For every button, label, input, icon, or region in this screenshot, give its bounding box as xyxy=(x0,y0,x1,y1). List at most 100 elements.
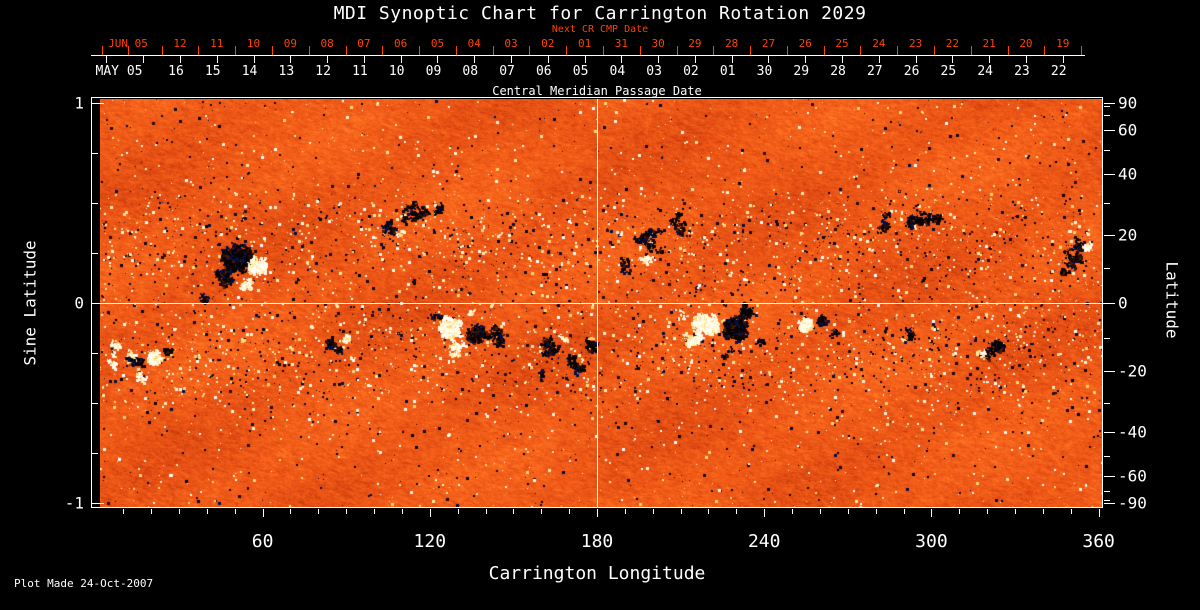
cmp-tick xyxy=(878,55,880,63)
right-axis-tick-label: 90 xyxy=(1118,93,1138,113)
right-axis-tick xyxy=(1104,174,1115,176)
date-axis-line xyxy=(91,55,1085,56)
cmp-tick xyxy=(621,55,623,63)
next-cr-day-label: 30 xyxy=(651,37,665,50)
cmp-tick xyxy=(253,55,255,63)
bottom-axis-minor-tick xyxy=(151,509,153,514)
bottom-axis-minor-tick xyxy=(652,509,654,514)
left-axis-title: Sine Latitude xyxy=(20,240,40,366)
cmp-tick xyxy=(768,55,770,63)
cmp-tick xyxy=(1062,55,1064,63)
cmp-day-label: 25 xyxy=(940,64,957,79)
left-axis-tick-label: -1 xyxy=(64,493,84,513)
next-cr-day-label: 27 xyxy=(761,37,776,50)
bottom-axis-tick xyxy=(764,509,766,517)
left-axis-minor-tick xyxy=(92,203,98,204)
bottom-axis-minor-tick xyxy=(318,509,320,514)
cmp-day-label: 09 xyxy=(425,64,442,79)
next-cr-tick xyxy=(786,46,788,55)
next-cr-tick xyxy=(860,46,862,55)
right-axis-tick xyxy=(1104,503,1115,504)
cmp-tick xyxy=(180,55,181,63)
left-axis-minor-tick xyxy=(92,453,98,454)
cmp-tick xyxy=(915,55,917,63)
cmp-day-label: 08 xyxy=(462,64,479,79)
bottom-axis-minor-tick xyxy=(1070,509,1072,514)
left-axis-minor-tick xyxy=(92,253,98,254)
right-axis-tick-label: -20 xyxy=(1118,361,1147,381)
right-axis-minor-tick xyxy=(1104,490,1110,492)
next-cr-day-label: 09 xyxy=(283,37,297,50)
next-cr-tick xyxy=(1081,46,1083,55)
next-cr-day-label: 31 xyxy=(614,37,628,50)
cmp-tick xyxy=(842,55,844,63)
next-cr-day-label: 28 xyxy=(725,37,739,50)
cmp-day-label: 07 xyxy=(499,64,515,79)
bottom-axis-minor-tick xyxy=(234,509,236,514)
left-axis-minor-tick xyxy=(92,153,98,154)
bottom-axis-minor-tick xyxy=(401,509,403,514)
next-cr-day-label: 01 xyxy=(577,37,592,50)
right-axis-minor-tick xyxy=(1104,456,1110,458)
plot-box-border xyxy=(91,97,1103,508)
next-cr-tick xyxy=(419,46,421,55)
next-cr-day-label: 26 xyxy=(798,37,812,50)
bottom-axis-minor-tick xyxy=(513,509,515,514)
cmp-tick xyxy=(731,55,733,63)
cmp-tick xyxy=(327,55,329,63)
cmp-tick xyxy=(143,55,145,63)
bottom-axis-minor-tick xyxy=(123,509,125,514)
next-cr-tick xyxy=(271,46,273,55)
left-axis-minor-tick xyxy=(92,403,98,404)
next-cr-day-label: 20 xyxy=(1019,37,1033,50)
cmp-day-label: 13 xyxy=(278,64,295,79)
next-cr-tick xyxy=(128,46,130,55)
bottom-axis-minor-tick xyxy=(1015,509,1016,514)
cmp-day-label: 22 xyxy=(1050,64,1067,79)
plot-made-note: Plot Made 24-Oct-2007 xyxy=(14,577,154,590)
cmp-tick xyxy=(952,55,954,63)
next-cr-day-label: 06 xyxy=(394,37,408,50)
cmp-tick xyxy=(658,55,660,63)
left-axis-tick-label: 1 xyxy=(74,93,84,113)
right-axis-tick xyxy=(1104,476,1115,478)
right-axis-minor-tick xyxy=(1104,268,1110,270)
top-axis-label: Central Meridian Passage Date xyxy=(492,84,702,98)
bottom-axis-minor-tick xyxy=(875,509,877,514)
bottom-axis-minor-tick xyxy=(680,509,682,514)
right-axis-tick xyxy=(1104,234,1115,236)
next-cr-day-label: 29 xyxy=(688,37,702,50)
next-cr-tick xyxy=(676,46,678,55)
right-axis-tick-label: -90 xyxy=(1118,493,1147,513)
next-cr-day-label: 19 xyxy=(1056,37,1070,50)
cmp-tick xyxy=(989,55,991,63)
bottom-axis-tick xyxy=(931,509,933,517)
cmp-day-label: 03 xyxy=(646,64,662,79)
right-axis-title: Latitude xyxy=(1162,261,1182,339)
next-cr-day-label: 03 xyxy=(504,37,518,50)
cmp-day-label: 04 xyxy=(609,64,626,79)
cmp-day-label: 12 xyxy=(315,64,331,79)
next-cr-day-label: 05 xyxy=(430,37,445,50)
cmp-day-label: 26 xyxy=(903,64,920,79)
bottom-axis-minor-tick xyxy=(792,509,794,514)
cmp-day-label: 01 xyxy=(719,64,736,79)
next-cr-tick xyxy=(455,46,457,55)
next-cr-month-label: JUN 05 xyxy=(108,37,148,50)
bottom-axis-tick xyxy=(429,509,431,517)
next-cr-day-label: 25 xyxy=(835,37,849,50)
cmp-day-label: 23 xyxy=(1014,64,1030,79)
cmp-day-label: 15 xyxy=(204,64,221,79)
cmp-day-label: 05 xyxy=(572,64,589,79)
bottom-axis-minor-tick xyxy=(1042,509,1044,514)
cmp-tick xyxy=(1025,55,1027,63)
next-cr-tick xyxy=(382,46,384,55)
next-cr-tick xyxy=(897,46,899,55)
right-axis-tick-label: 20 xyxy=(1118,225,1138,245)
bottom-axis-minor-tick xyxy=(179,509,180,514)
right-axis-tick xyxy=(1104,103,1115,104)
bottom-axis-minor-tick xyxy=(959,509,961,514)
right-axis-tick xyxy=(1104,371,1115,373)
bottom-axis-minor-tick xyxy=(819,509,821,514)
